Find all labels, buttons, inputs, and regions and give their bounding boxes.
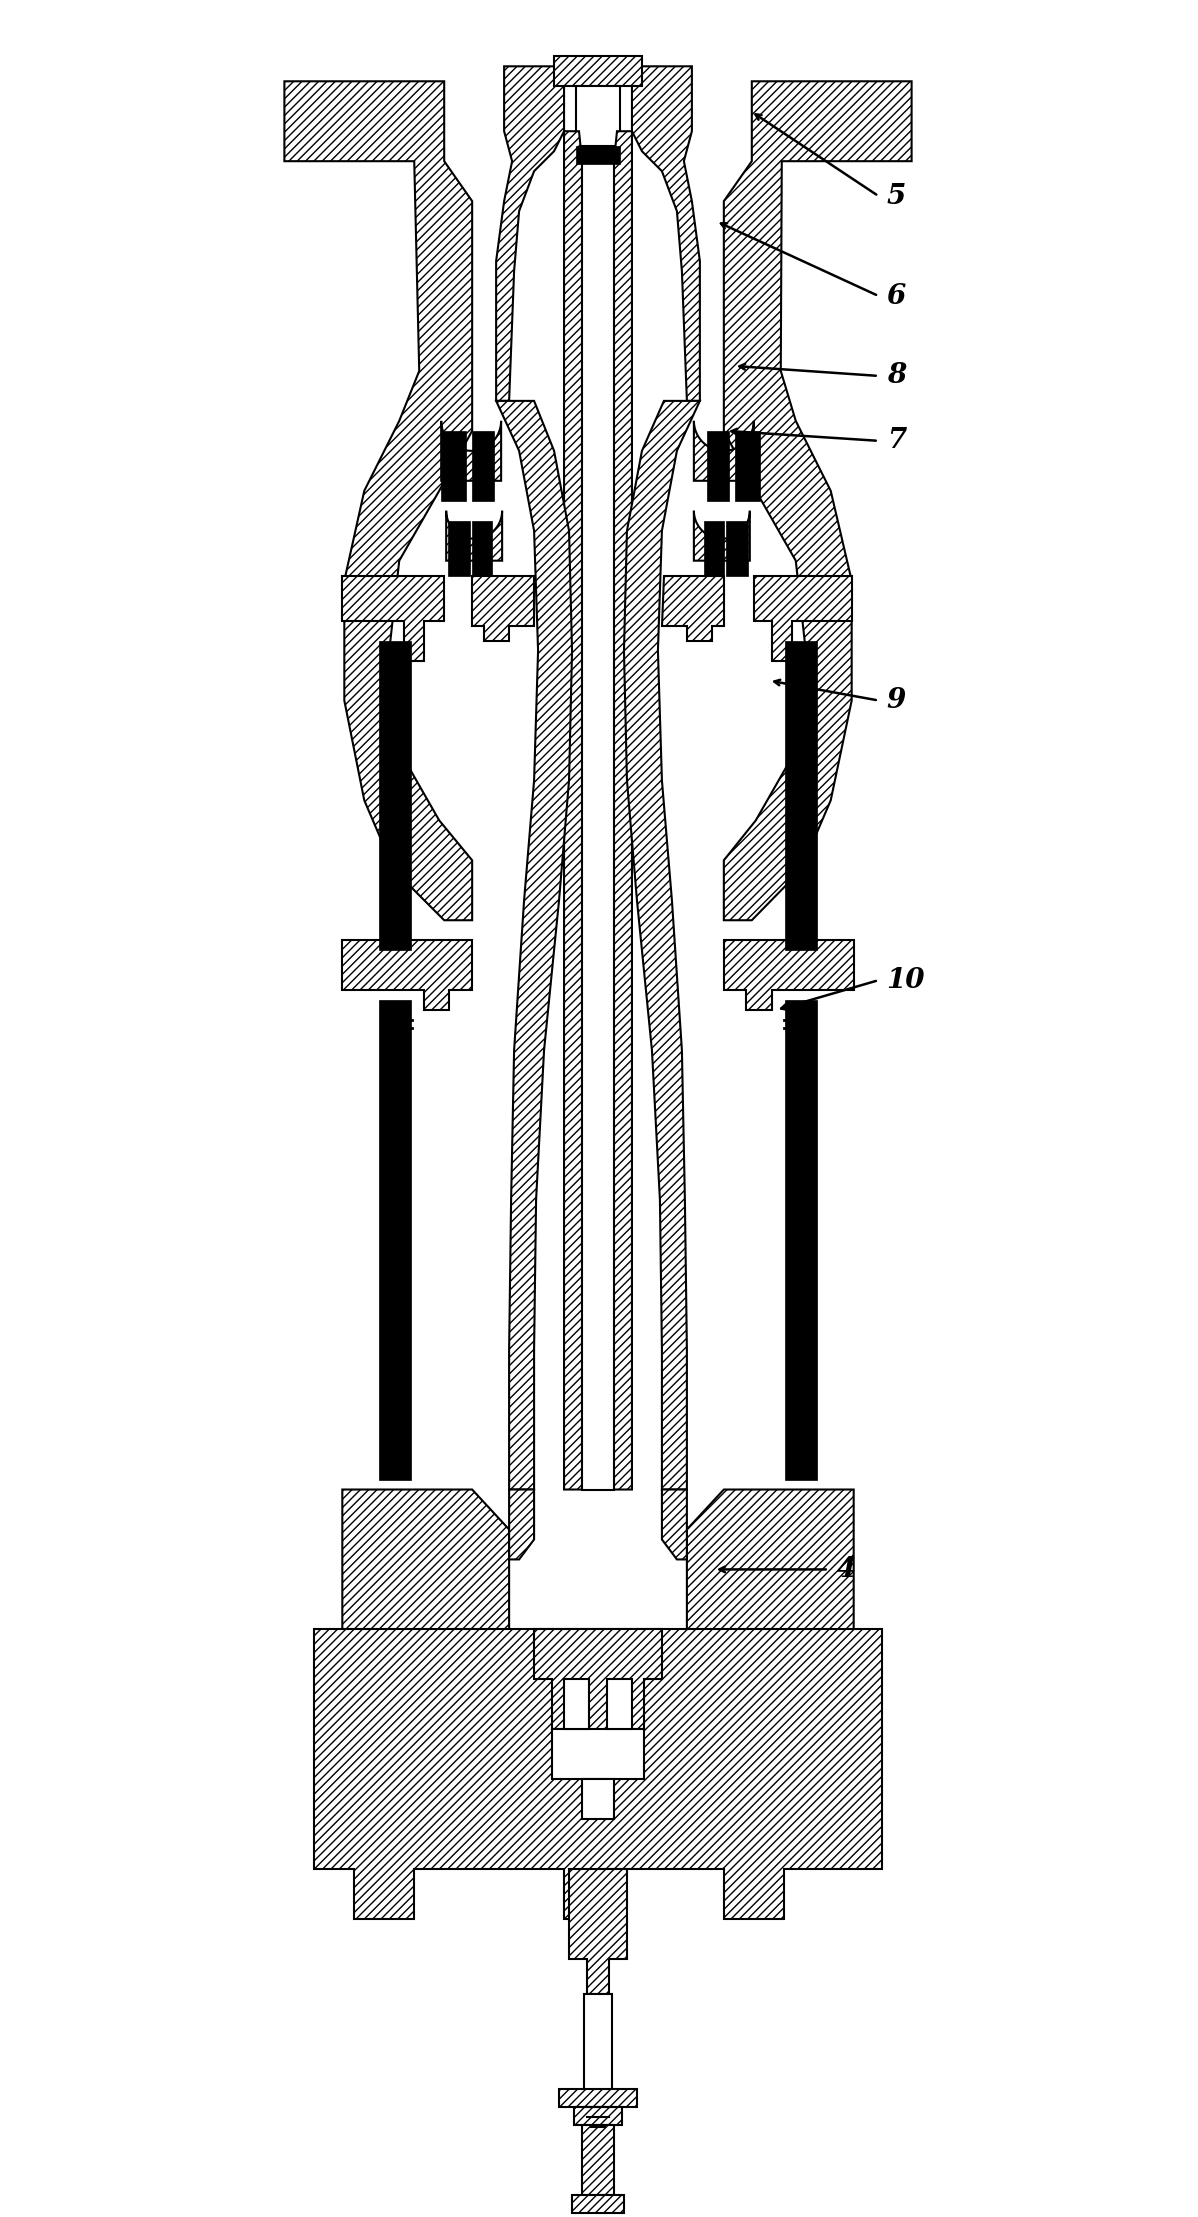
Polygon shape <box>754 576 852 661</box>
Polygon shape <box>707 430 728 501</box>
Text: 5: 5 <box>887 182 906 211</box>
Text: 10: 10 <box>887 967 925 993</box>
Polygon shape <box>441 430 466 501</box>
Polygon shape <box>571 2195 624 2213</box>
Text: 6: 6 <box>887 282 906 310</box>
Text: 4: 4 <box>836 1556 855 1583</box>
Polygon shape <box>441 421 501 481</box>
Polygon shape <box>559 2088 637 2106</box>
Polygon shape <box>662 576 724 641</box>
Polygon shape <box>724 82 912 920</box>
Polygon shape <box>343 576 444 661</box>
Polygon shape <box>576 86 621 146</box>
Polygon shape <box>785 1000 817 1479</box>
Polygon shape <box>576 146 621 164</box>
Polygon shape <box>472 430 494 501</box>
Polygon shape <box>534 1629 662 1780</box>
Polygon shape <box>734 430 760 501</box>
Polygon shape <box>343 940 472 1011</box>
Polygon shape <box>633 67 700 401</box>
Polygon shape <box>400 1015 409 1024</box>
Polygon shape <box>472 576 534 641</box>
Polygon shape <box>574 2106 622 2124</box>
Polygon shape <box>446 510 502 561</box>
Polygon shape <box>284 82 472 920</box>
Polygon shape <box>582 2124 615 2195</box>
Polygon shape <box>662 1490 686 1559</box>
Text: 8: 8 <box>887 361 906 390</box>
Polygon shape <box>569 1869 627 1993</box>
Polygon shape <box>607 1678 633 1729</box>
Text: 7: 7 <box>887 428 906 454</box>
Polygon shape <box>380 641 411 951</box>
Polygon shape <box>686 1490 854 1629</box>
Polygon shape <box>694 421 754 481</box>
Text: 9: 9 <box>887 687 906 714</box>
Polygon shape <box>564 131 582 1490</box>
Polygon shape <box>380 1000 411 1479</box>
Polygon shape <box>343 1490 509 1629</box>
Polygon shape <box>553 55 642 86</box>
Polygon shape <box>615 131 633 1490</box>
Polygon shape <box>694 510 750 561</box>
Polygon shape <box>552 1729 645 1780</box>
Polygon shape <box>785 641 817 951</box>
Polygon shape <box>564 1678 589 1729</box>
Polygon shape <box>314 1629 882 1920</box>
Polygon shape <box>704 521 724 576</box>
Polygon shape <box>724 940 854 1011</box>
Polygon shape <box>726 521 748 576</box>
Polygon shape <box>788 1015 795 1024</box>
Polygon shape <box>496 67 564 401</box>
Polygon shape <box>509 1490 534 1559</box>
Polygon shape <box>448 521 470 576</box>
Polygon shape <box>582 1780 615 1820</box>
Polygon shape <box>496 401 571 1490</box>
Polygon shape <box>624 401 700 1490</box>
Polygon shape <box>582 162 615 1490</box>
Polygon shape <box>583 1993 612 2093</box>
Polygon shape <box>472 521 492 576</box>
